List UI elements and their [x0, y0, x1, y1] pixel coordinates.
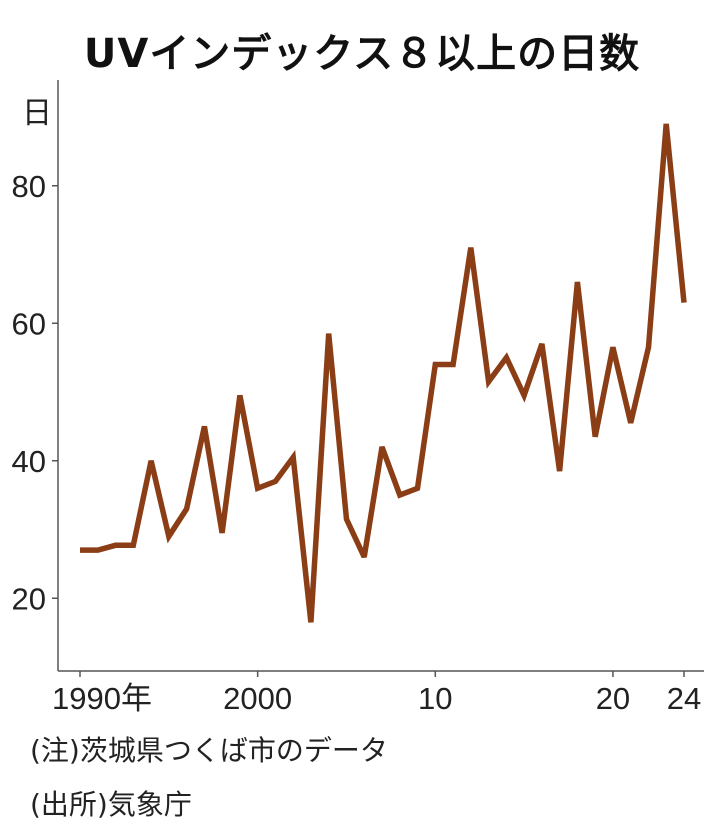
source-note: (出所)気象庁	[30, 788, 192, 821]
y-tick-label: 80	[12, 169, 46, 204]
data-series	[80, 123, 687, 623]
x-tick-label: 2000	[223, 681, 292, 716]
x-tick-label: 20	[596, 681, 630, 716]
x-tick-label: 10	[418, 681, 452, 716]
axes	[52, 80, 704, 677]
data-note: (注)茨城県つくば市のデータ	[30, 734, 388, 767]
x-tick-label: 1990年	[52, 681, 152, 716]
series-line	[80, 123, 687, 623]
y-tick-label: 60	[12, 306, 46, 341]
tick-labels: 20 40 60 80 1990年 2000 10 20 24	[12, 169, 702, 716]
y-tick-label: 20	[12, 581, 46, 616]
y-tick-label: 40	[12, 444, 46, 479]
x-tick-label: 24	[667, 681, 701, 716]
y-axis-unit-label: 日	[22, 96, 52, 131]
line-chart: 20 40 60 80 1990年 2000 10 20 24	[12, 80, 704, 716]
chart-title: UVインデックス８以上の日数	[83, 31, 641, 77]
